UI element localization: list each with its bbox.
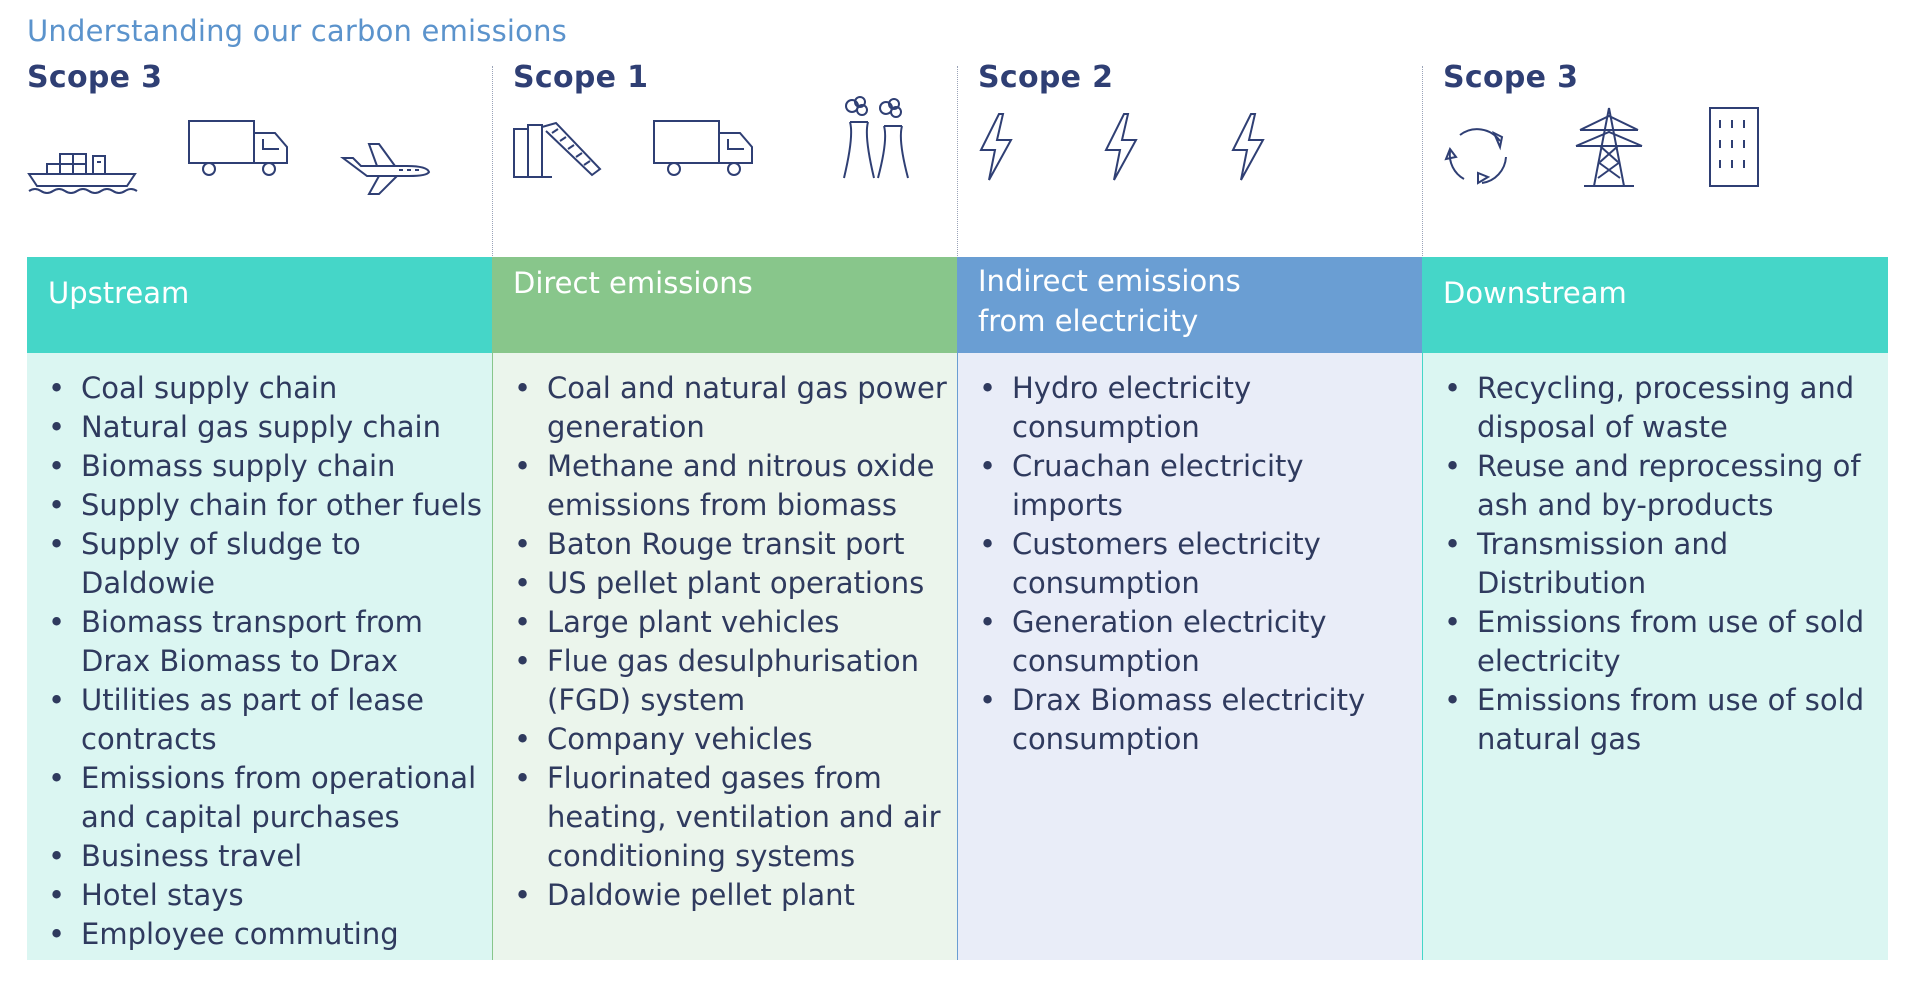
- lightning-icon: [1229, 112, 1269, 182]
- list-item: Baton Rouge transit port: [493, 525, 957, 564]
- list-item: Daldowie pellet plant: [493, 876, 957, 915]
- list-item: Recycling, processing and disposal of wa…: [1423, 369, 1888, 447]
- list-item: Large plant vehicles: [493, 603, 957, 642]
- category-header: Indirect emissions from electricity: [957, 257, 1422, 353]
- list-item: Business travel: [27, 837, 492, 876]
- header-line: Downstream: [1443, 276, 1627, 310]
- list-item: Company vehicles: [493, 720, 957, 759]
- list-item: Natural gas supply chain: [27, 408, 492, 447]
- column-divider: [957, 66, 958, 256]
- column-downstream: Scope 3: [1422, 0, 1888, 993]
- emission-list: Recycling, processing and disposal of wa…: [1423, 353, 1888, 759]
- lightning-icon: [1102, 112, 1142, 182]
- list-item: Fluorinated gases from heating, ventilat…: [493, 759, 957, 876]
- icon-row: [1422, 107, 1887, 248]
- list-item: Employee commuting: [27, 915, 492, 954]
- scope-label: Scope 1: [513, 60, 649, 95]
- list-item: Reuse and reprocessing of ash and by-pro…: [1423, 447, 1888, 525]
- list-item: Generation electricity consumption: [958, 603, 1422, 681]
- list-item: US pellet plant operations: [493, 564, 957, 603]
- header-line: from electricity: [978, 304, 1199, 338]
- list-item: Emissions from operational and capital p…: [27, 759, 492, 837]
- list-item: Hotel stays: [27, 876, 492, 915]
- power-plant-icon: [840, 96, 925, 180]
- icon-row: [492, 96, 957, 248]
- category-body: Hydro electricity consumption Cruachan e…: [957, 353, 1422, 960]
- column-upstream: Scope 3: [27, 0, 492, 993]
- list-item: Supply of sludge to Daldowie: [27, 525, 492, 603]
- emission-list: Coal and natural gas power generation Me…: [493, 353, 957, 915]
- list-item: Customers electricity consumption: [958, 525, 1422, 603]
- list-item: Hydro electricity consumption: [958, 369, 1422, 447]
- header-line: Upstream: [48, 276, 190, 310]
- emission-list: Hydro electricity consumption Cruachan e…: [958, 353, 1422, 759]
- airplane-icon: [339, 136, 434, 196]
- category-body: Coal supply chain Natural gas supply cha…: [27, 353, 492, 960]
- list-item: Emissions from use of sold electricity: [1423, 603, 1888, 681]
- list-item: Utilities as part of lease contracts: [27, 681, 492, 759]
- truck-icon: [652, 119, 757, 179]
- building-icon: [1708, 106, 1760, 188]
- scope-label: Scope 3: [27, 60, 163, 95]
- column-direct: Scope 1: [492, 0, 957, 993]
- diagram-title: Understanding our carbon emissions: [27, 14, 567, 48]
- icon-row: [957, 113, 1422, 248]
- icon-row: [27, 120, 492, 248]
- column-divider: [492, 66, 493, 256]
- category-header: Downstream: [1422, 257, 1888, 353]
- truck-icon: [187, 119, 292, 179]
- list-item: Biomass supply chain: [27, 447, 492, 486]
- list-item: Biomass transport from Drax Biomass to D…: [27, 603, 492, 681]
- header-line: Direct emissions: [513, 266, 753, 300]
- list-item: Drax Biomass electricity consumption: [958, 681, 1422, 759]
- pylon-icon: [1572, 106, 1647, 188]
- emission-list: Coal supply chain Natural gas supply cha…: [27, 353, 492, 954]
- list-item: Methane and nitrous oxide emissions from…: [493, 447, 957, 525]
- list-item: Cruachan electricity imports: [958, 447, 1422, 525]
- lightning-icon: [977, 112, 1017, 182]
- list-item: Transmission and Distribution: [1423, 525, 1888, 603]
- conveyor-silo-icon: [512, 119, 607, 179]
- list-item: Flue gas desulphurisation (FGD) system: [493, 642, 957, 720]
- category-body: Recycling, processing and disposal of wa…: [1422, 353, 1888, 960]
- scope-label: Scope 2: [978, 60, 1114, 95]
- category-body: Coal and natural gas power generation Me…: [492, 353, 957, 960]
- list-item: Coal supply chain: [27, 369, 492, 408]
- recycle-icon: [1442, 119, 1514, 189]
- list-item: Coal and natural gas power generation: [493, 369, 957, 447]
- column-indirect: Scope 2 Indirect emissions from electric…: [957, 0, 1422, 993]
- list-item: Emissions from use of sold natural gas: [1423, 681, 1888, 759]
- list-item: Supply chain for other fuels: [27, 486, 492, 525]
- ship-icon: [27, 148, 142, 198]
- category-header: Upstream: [27, 257, 492, 353]
- header-line: Indirect emissions: [978, 264, 1241, 298]
- category-header: Direct emissions: [492, 257, 957, 353]
- scope-label: Scope 3: [1443, 60, 1579, 95]
- column-divider: [1422, 66, 1423, 256]
